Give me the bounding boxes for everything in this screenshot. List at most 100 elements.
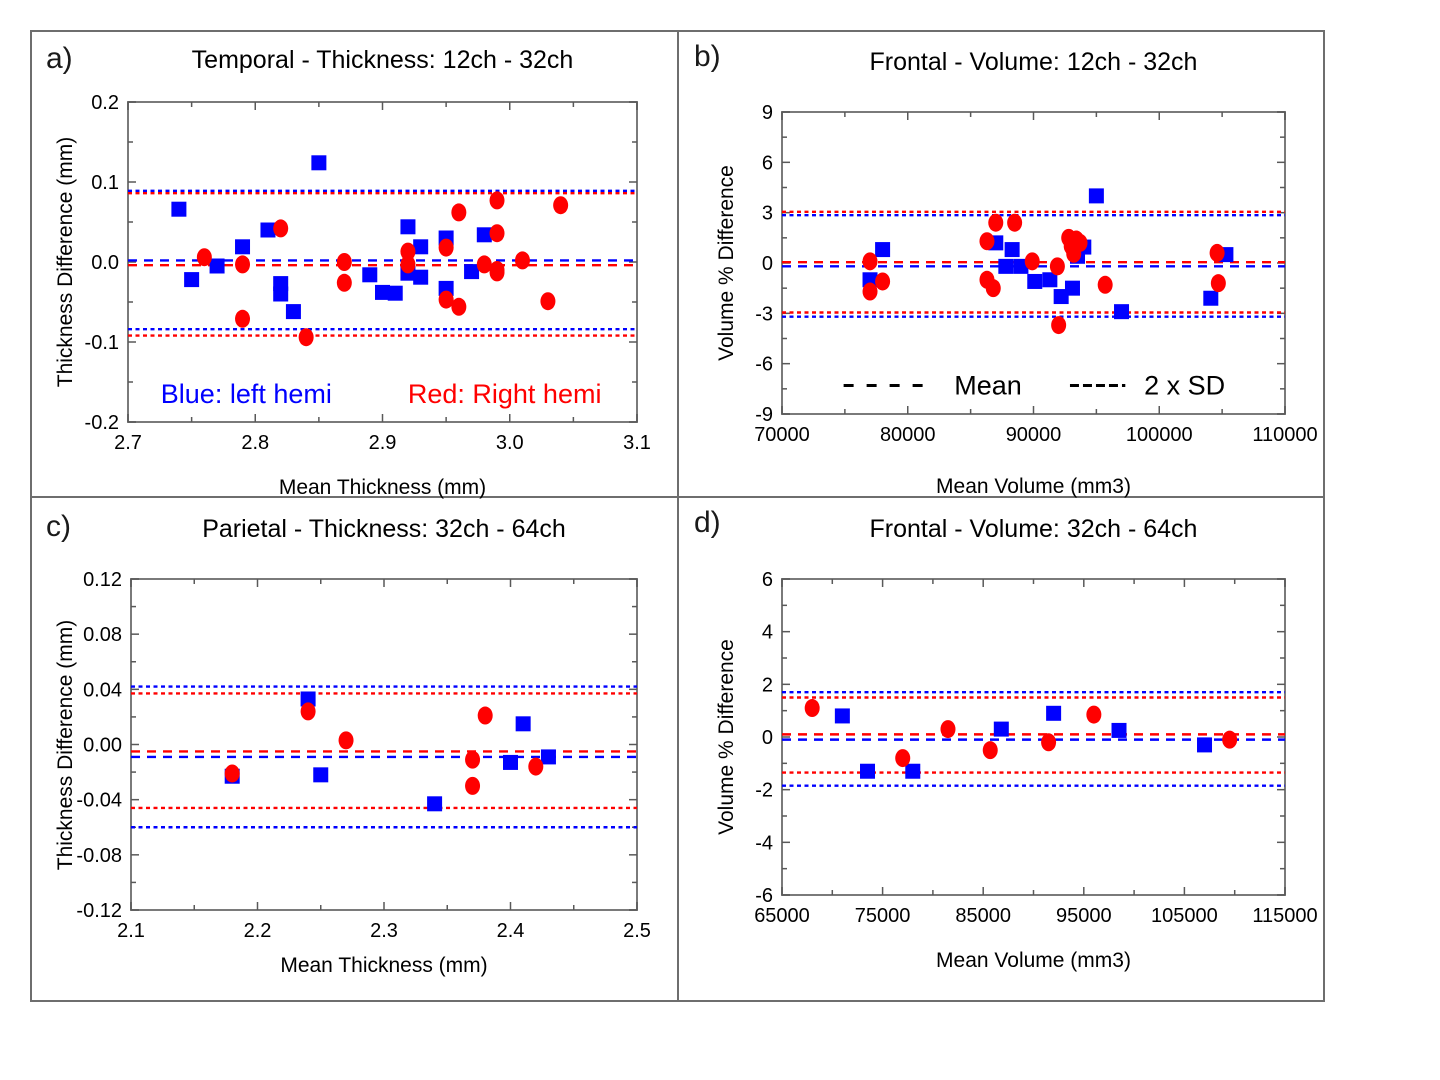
x-tick-label: 2.2 xyxy=(244,920,272,942)
legend-label-mean: Mean xyxy=(954,370,1022,400)
data-point-blue xyxy=(1013,258,1029,274)
y-tick-label: -6 xyxy=(755,354,773,376)
data-point-red xyxy=(477,706,493,725)
data-point-red xyxy=(235,255,251,274)
data-point-red xyxy=(476,255,492,274)
data-point-red xyxy=(438,238,454,257)
data-point-red xyxy=(804,699,820,718)
y-tick-label: 9 xyxy=(762,102,773,124)
data-point-blue xyxy=(1197,737,1213,753)
y-tick-label: -2 xyxy=(755,780,773,802)
data-point-blue xyxy=(171,201,187,217)
data-point-blue xyxy=(362,267,378,283)
data-point-red xyxy=(553,196,569,215)
x-tick-label: 95000 xyxy=(1056,905,1112,927)
y-tick-label: 0.12 xyxy=(83,569,122,591)
data-point-blue xyxy=(860,763,876,779)
x-tick-label: 90000 xyxy=(1006,424,1062,446)
y-tick-label: -0.08 xyxy=(76,845,122,867)
data-point-red xyxy=(336,273,352,292)
hemi-legend-text-blue: Blue: left hemi xyxy=(161,379,332,409)
data-point-blue xyxy=(464,264,480,280)
data-point-red xyxy=(1066,244,1082,263)
y-tick-label: 2 xyxy=(762,674,773,696)
y-tick-label: 6 xyxy=(762,569,773,591)
y-tick-label: -4 xyxy=(755,832,773,854)
panel-letter-d: d) xyxy=(694,506,721,539)
data-point-blue xyxy=(862,272,878,288)
data-point-blue xyxy=(273,286,289,302)
data-point-blue xyxy=(1042,272,1058,288)
x-axis-title-b: Mean Volume (mm3) xyxy=(936,475,1131,498)
data-point-red xyxy=(1210,274,1226,293)
data-point-red xyxy=(235,309,251,328)
data-point-red xyxy=(1222,730,1238,749)
data-point-blue xyxy=(300,691,316,707)
data-point-red xyxy=(224,764,240,783)
x-tick-label: 110000 xyxy=(1252,424,1317,446)
x-tick-label: 2.9 xyxy=(369,432,397,454)
data-point-blue xyxy=(875,242,891,258)
data-point-blue xyxy=(311,155,327,171)
x-tick-label: 2.4 xyxy=(497,920,525,942)
data-point-red xyxy=(336,253,352,271)
y-tick-label: 3 xyxy=(762,203,773,225)
y-tick-label: 0.04 xyxy=(83,679,122,701)
data-point-red xyxy=(300,702,316,721)
data-point-red xyxy=(196,248,212,267)
data-point-red xyxy=(400,242,416,261)
y-tick-label: -0.1 xyxy=(85,332,119,354)
data-point-red xyxy=(895,749,911,768)
y-tick-label: 0.0 xyxy=(91,252,119,274)
data-point-blue xyxy=(260,222,276,238)
plot-area-d: 65000 75000 85000 95000 105000 115000 6 4 2 0 -2 -4… xyxy=(754,569,1317,927)
y-tick-label: 0 xyxy=(762,727,773,749)
panel-title-d: Frontal - Volume: 32ch - 64ch xyxy=(869,515,1198,543)
panel-title-c: Parietal - Thickness: 32ch - 64ch xyxy=(202,515,566,543)
panel-letter-a: a) xyxy=(46,42,73,75)
data-point-red xyxy=(451,297,467,316)
x-tick-label: 80000 xyxy=(880,424,936,446)
data-point-red xyxy=(338,731,354,750)
panel-divider-horizontal xyxy=(30,496,1325,498)
data-point-blue xyxy=(834,708,850,724)
x-tick-label: 2.5 xyxy=(623,920,651,942)
data-point-red xyxy=(1007,213,1023,232)
data-point-blue xyxy=(998,258,1014,274)
data-point-red xyxy=(1209,243,1225,262)
hemi-legend-text-red: Red: Right hemi xyxy=(408,379,602,409)
data-point-blue xyxy=(515,716,531,732)
panel-c: c) Parietal - Thickness: 32ch - 64ch Thi… xyxy=(30,497,677,1002)
panel-b: b) Frontal - Volume: 12ch - 32ch Volume … xyxy=(677,30,1325,498)
y-tick-label: 0.00 xyxy=(83,735,122,757)
data-point-red xyxy=(528,757,544,776)
legend-label-sd: 2 x SD xyxy=(1144,370,1225,400)
data-point-red xyxy=(1041,733,1057,752)
data-point-red xyxy=(489,224,505,243)
data-point-red xyxy=(298,328,314,347)
x-tick-label: 65000 xyxy=(754,905,810,927)
x-tick-label: 75000 xyxy=(855,905,911,927)
x-tick-label: 70000 xyxy=(754,424,810,446)
x-tick-label: 2.3 xyxy=(370,920,398,942)
x-tick-label: 2.8 xyxy=(241,432,269,454)
y-tick-label: 0.08 xyxy=(83,624,122,646)
y-tick-label: -9 xyxy=(755,404,773,426)
x-axis-title-c: Mean Thickness (mm) xyxy=(280,954,488,977)
y-tick-label: 6 xyxy=(762,152,773,174)
data-point-red xyxy=(1097,275,1113,294)
data-point-blue xyxy=(209,258,225,274)
data-point-blue xyxy=(387,285,403,301)
data-point-blue xyxy=(1088,188,1104,204)
panel-a: a) Temporal - Thickness: 12ch - 32ch Thi… xyxy=(30,30,677,499)
data-point-red xyxy=(465,750,481,769)
x-axis-title-d: Mean Volume (mm3) xyxy=(936,949,1131,972)
x-tick-label: 105000 xyxy=(1151,905,1218,927)
data-point-blue xyxy=(1046,705,1062,721)
data-point-blue xyxy=(1053,289,1069,305)
data-point-blue xyxy=(503,754,518,770)
data-point-red xyxy=(438,290,454,309)
x-tick-label: 3.1 xyxy=(623,432,651,454)
data-point-blue xyxy=(476,227,492,243)
data-point-red xyxy=(451,203,467,222)
